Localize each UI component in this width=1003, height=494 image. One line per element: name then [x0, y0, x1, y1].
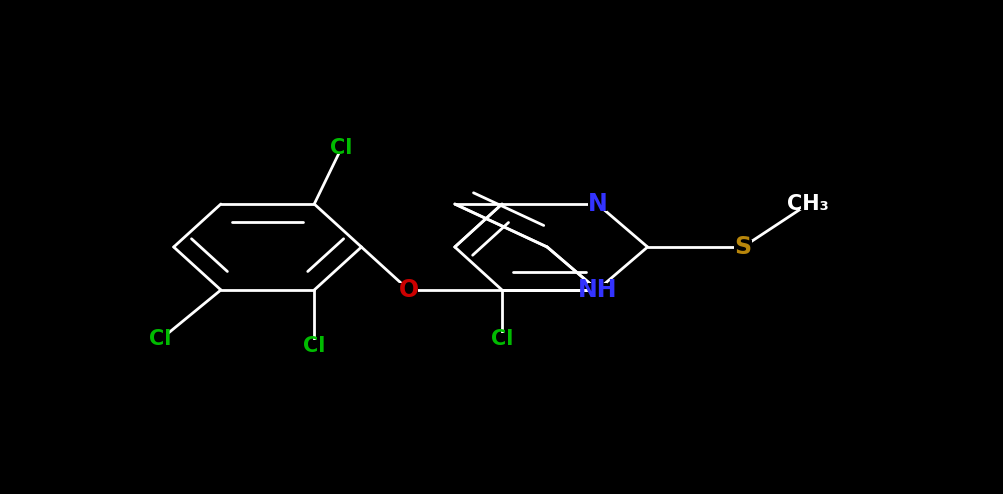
- Bar: [799, 198, 815, 210]
- Text: Cl: Cl: [149, 329, 172, 349]
- Bar: [152, 333, 169, 345]
- Text: NH: NH: [577, 278, 617, 302]
- Text: N: N: [587, 192, 607, 216]
- Bar: [493, 333, 510, 345]
- Bar: [306, 340, 322, 352]
- Text: CH₃: CH₃: [786, 194, 828, 214]
- Text: Cl: Cl: [330, 138, 352, 158]
- Text: O: O: [398, 278, 418, 302]
- Bar: [588, 197, 606, 211]
- Bar: [733, 240, 751, 254]
- Bar: [588, 283, 606, 297]
- Text: Cl: Cl: [303, 336, 325, 356]
- Bar: [333, 142, 349, 154]
- Bar: [399, 283, 417, 297]
- Text: S: S: [733, 235, 751, 259]
- Text: Cl: Cl: [490, 329, 513, 349]
